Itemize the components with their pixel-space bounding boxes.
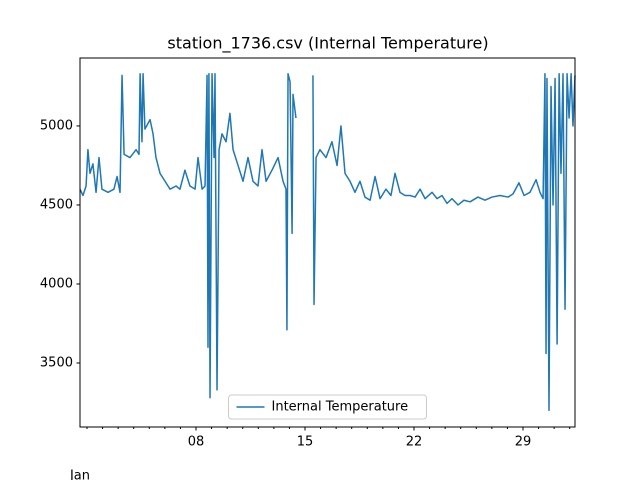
- y-tick-label: 4000: [40, 276, 73, 291]
- plot-frame: [79, 57, 576, 428]
- y-tick-label: 5000: [40, 118, 73, 133]
- x-period-label: Jan: [69, 469, 90, 480]
- x-tick-label: 22: [406, 435, 423, 450]
- y-tick-label: 3500: [40, 355, 73, 370]
- y-tick-label: 4500: [40, 197, 73, 212]
- x-tick-label: 29: [515, 435, 532, 450]
- data-line: [79, 73, 576, 412]
- x-tick-label: 08: [188, 435, 205, 450]
- chart-title: station_1736.csv (Internal Temperature): [167, 34, 488, 54]
- x-tick-label: 15: [297, 435, 314, 450]
- legend-label: Internal Temperature: [272, 400, 409, 415]
- legend-box: [228, 394, 427, 420]
